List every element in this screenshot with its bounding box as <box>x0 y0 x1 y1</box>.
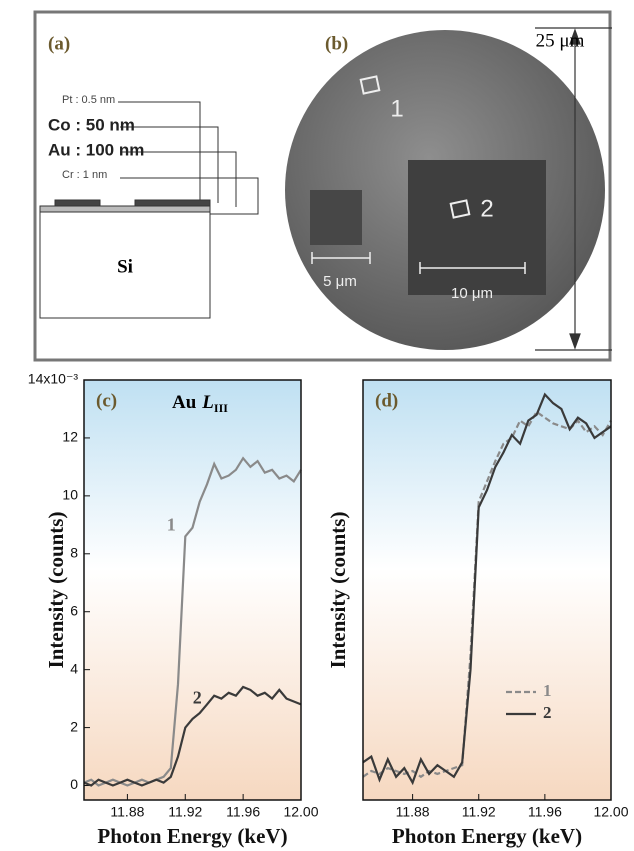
x-tick-label: 12.00 <box>283 804 318 820</box>
small-square <box>310 190 362 245</box>
y-tick-label: 12 <box>62 429 78 445</box>
substrate-label: Si <box>117 256 133 277</box>
edge-name: L <box>201 392 214 413</box>
x-tick-label: 11.88 <box>110 804 144 820</box>
panel-label: (d) <box>375 390 398 411</box>
x-tick-label: 11.96 <box>528 804 562 820</box>
x-tick-label: 11.96 <box>226 804 260 820</box>
y-tick-label: 10 <box>62 487 78 503</box>
series-label: 2 <box>193 688 202 708</box>
x-axis-label: Photon Energy (keV) <box>392 824 582 848</box>
x-tick-label: 11.92 <box>168 804 202 820</box>
legend-label: 1 <box>543 681 552 700</box>
large-square <box>408 160 546 295</box>
x-tick-label: 11.88 <box>396 804 430 820</box>
edge-sub: III <box>214 401 228 415</box>
panel-label: (c) <box>96 390 117 411</box>
scale-label: 25 μm <box>536 30 585 51</box>
y-tick-label: 4 <box>70 660 78 676</box>
series-label: 1 <box>167 515 176 535</box>
y-tick-label: 8 <box>70 544 78 560</box>
scale-label: 10 μm <box>451 285 493 302</box>
y-axis-label: Intensity (counts) <box>326 512 350 669</box>
edge-element: Au <box>172 392 197 413</box>
panel-label: (a) <box>48 33 70 54</box>
panel-label: (b) <box>325 33 348 54</box>
y-tick-label: 0 <box>70 776 78 792</box>
marker-label: 2 <box>480 195 493 222</box>
x-tick-label: 12.00 <box>593 804 628 820</box>
layer-label: Pt : 0.5 nm <box>62 94 115 106</box>
y-tick-label: 2 <box>70 718 78 734</box>
x-tick-label: 11.92 <box>462 804 496 820</box>
figure: (a) (b) Pt : 0.5 nm Co : 50 nm Au : 100 … <box>0 0 634 851</box>
layer-label: Co : 50 nm <box>48 115 135 134</box>
legend-label: 2 <box>543 703 552 722</box>
marker-label: 1 <box>390 95 403 122</box>
layer-label: Cr : 1 nm <box>62 169 107 181</box>
y-axis-label: Intensity (counts) <box>44 512 68 669</box>
y-tick-label: 14x10⁻³ <box>28 371 79 387</box>
x-axis-label: Photon Energy (keV) <box>97 824 287 848</box>
plot-background <box>84 380 301 800</box>
scale-label: 5 μm <box>323 273 357 290</box>
plot-background <box>363 380 611 800</box>
y-tick-label: 6 <box>70 602 78 618</box>
layer-label: Au : 100 nm <box>48 140 144 159</box>
